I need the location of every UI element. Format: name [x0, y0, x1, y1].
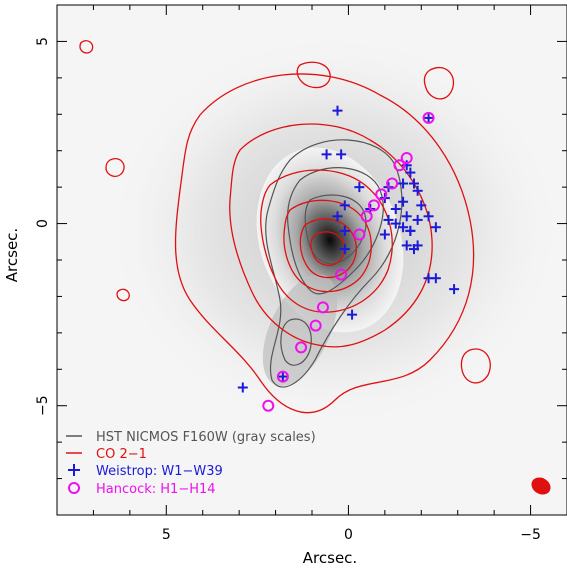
- co-contour-7: [423, 66, 455, 100]
- co-contour-12: [296, 61, 331, 89]
- legend: HST NICMOS F160W (gray scales) CO 2−1 We…: [66, 430, 316, 497]
- weistrop-marker: [412, 240, 423, 251]
- weistrop-marker: [347, 309, 358, 320]
- weistrop-marker: [339, 225, 350, 236]
- hancock-marker: [422, 111, 435, 124]
- legend-nicmos-label: HST NICMOS F160W (gray scales): [96, 430, 316, 445]
- weistrop-marker: [277, 371, 288, 382]
- weistrop-marker: [430, 273, 441, 284]
- y-tick-label: −5: [35, 395, 51, 416]
- nicmos-contour-tail: [280, 318, 312, 366]
- weistrop-marker: [412, 214, 423, 225]
- legend-co-label: CO 2−1: [96, 447, 147, 462]
- weistrop-marker: [401, 160, 412, 171]
- weistrop-marker: [405, 167, 416, 178]
- weistrop-marker: [409, 178, 419, 189]
- hancock-marker: [276, 370, 289, 383]
- nicmos-contour-mid: [287, 167, 384, 295]
- weistrop-marker: [332, 105, 343, 116]
- co-contour-8: [460, 348, 491, 384]
- weistrop-marker: [416, 200, 427, 211]
- y-tick-label: 0: [35, 219, 51, 228]
- y-tick-label: 5: [35, 37, 51, 46]
- legend-weistrop-label: Weistrop: W1−W39: [96, 464, 223, 479]
- co-contour-2: [229, 123, 433, 348]
- hancock-marker: [360, 210, 373, 223]
- nicmos-contour-inner: [304, 194, 367, 265]
- weistrop-marker: [237, 382, 248, 393]
- weistrop-marker: [430, 222, 441, 233]
- marker-layer: [237, 105, 460, 412]
- weistrop-marker: [354, 182, 365, 193]
- weistrop-marker: [390, 204, 401, 214]
- hancock-marker: [295, 341, 308, 354]
- legend-hancock-marker: [68, 482, 80, 494]
- co-contour-6: [310, 231, 346, 267]
- x-tick-label: −5: [520, 527, 541, 543]
- hancock-marker: [309, 319, 322, 332]
- weistrop-marker: [449, 284, 460, 295]
- axes-layer: 5 0 −5 5 0 −5: [35, 4, 567, 543]
- hancock-marker: [386, 177, 399, 190]
- weistrop-marker: [423, 211, 434, 222]
- weistrop-marker: [339, 244, 350, 255]
- hancock-marker: [393, 159, 406, 172]
- x-tick-label: 5: [162, 527, 171, 543]
- x-tick-label: 0: [344, 527, 353, 543]
- weistrop-marker: [401, 240, 412, 251]
- weistrop-marker: [339, 200, 350, 211]
- weistrop-marker: [390, 218, 401, 229]
- co-contour-9: [79, 40, 94, 54]
- co-contour-10: [105, 158, 125, 177]
- hancock-marker: [316, 301, 329, 314]
- co-contour-1: [174, 73, 475, 414]
- weistrop-marker: [383, 214, 394, 225]
- weistrop-marker: [398, 196, 409, 207]
- hancock-marker: [335, 268, 348, 281]
- gray-scale-image: [57, 5, 567, 515]
- x-axis-label: Arcsec.: [303, 549, 357, 567]
- weistrop-marker: [398, 222, 409, 233]
- hancock-marker: [353, 228, 366, 241]
- weistrop-marker: [379, 229, 390, 240]
- weistrop-marker: [423, 112, 434, 123]
- weistrop-marker: [405, 225, 416, 236]
- legend-weistrop-marker: [68, 464, 80, 476]
- weistrop-marker: [398, 178, 409, 189]
- y-axis-label: Arcsec.: [3, 228, 21, 282]
- weistrop-marker: [412, 185, 423, 196]
- co-contour-4: [283, 199, 372, 293]
- hancock-marker: [375, 188, 388, 201]
- weistrop-marker: [401, 211, 412, 222]
- hancock-marker: [262, 399, 275, 412]
- co-beam-ellipse: [531, 477, 551, 495]
- co-contour-11: [116, 288, 130, 302]
- weistrop-marker: [321, 149, 332, 160]
- hancock-marker: [400, 152, 413, 164]
- co-contour-3: [260, 169, 393, 313]
- weistrop-marker: [336, 149, 347, 160]
- weistrop-marker: [332, 211, 343, 222]
- legend-hancock-label: Hancock: H1−H14: [96, 482, 216, 497]
- hancock-marker: [367, 199, 380, 212]
